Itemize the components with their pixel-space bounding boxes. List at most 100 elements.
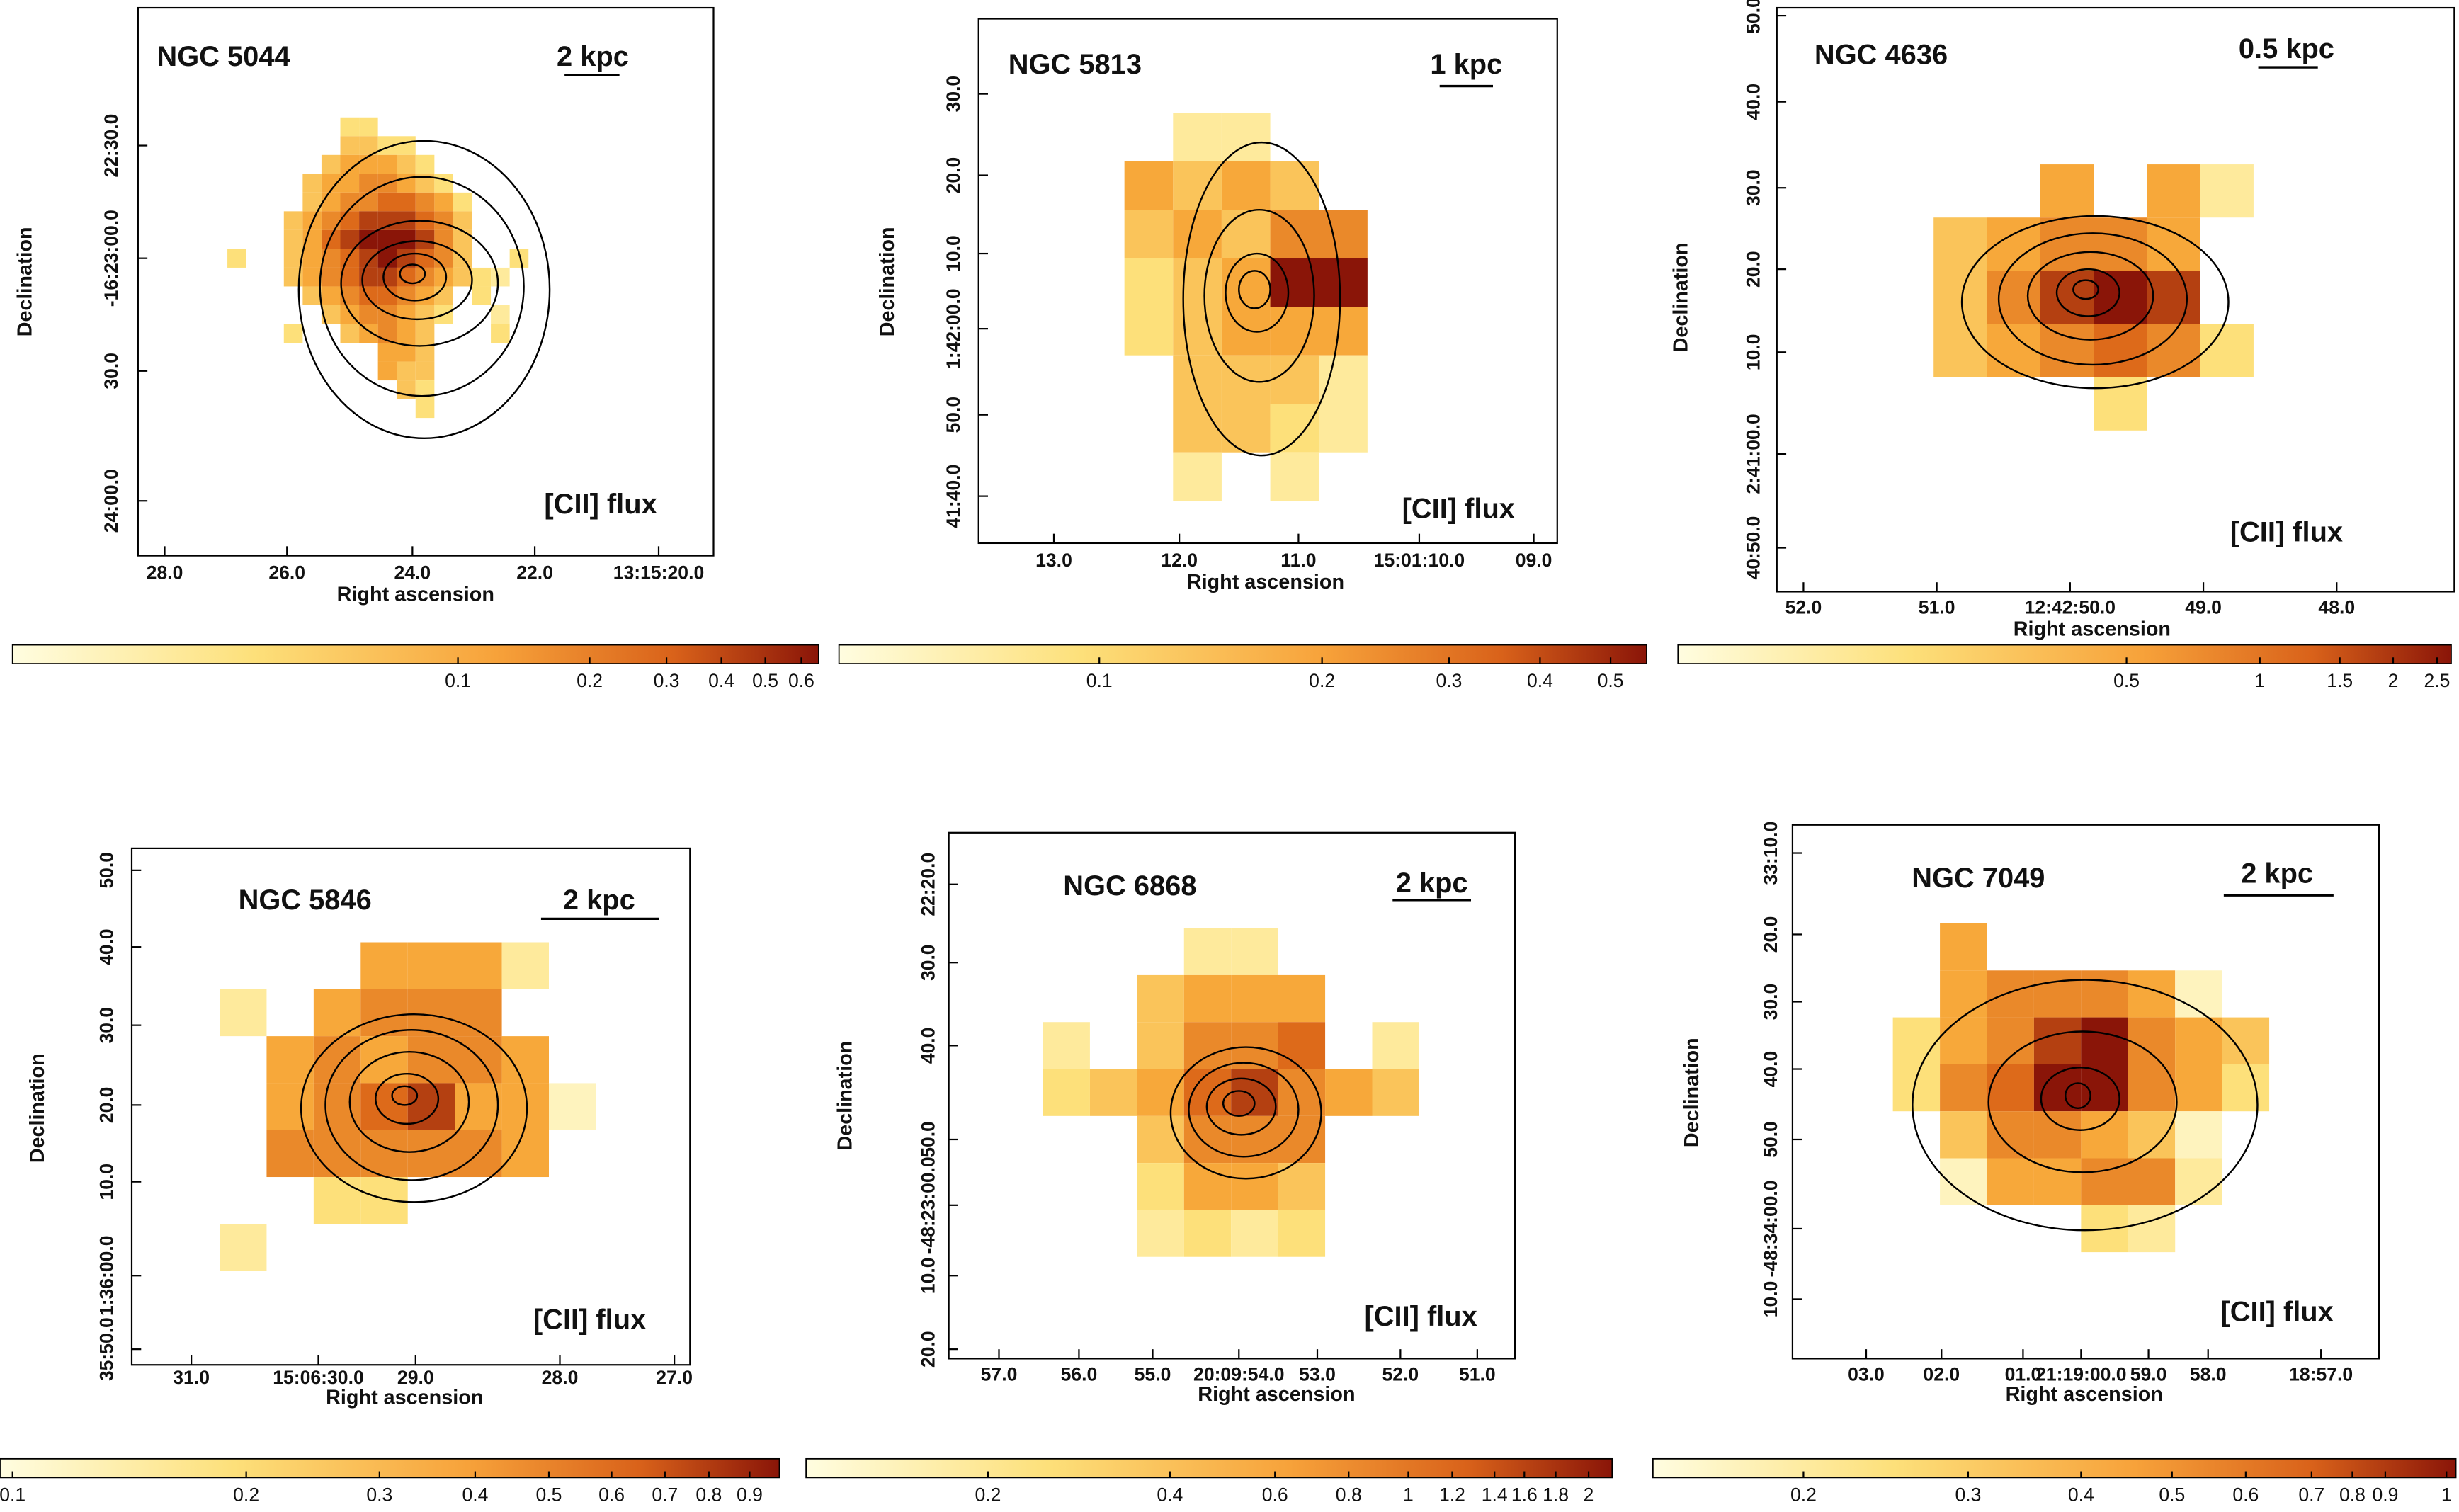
colorbar: [11, 644, 819, 664]
map-label: [CII] flux: [2220, 1296, 2333, 1327]
pixel: [1231, 1022, 1278, 1069]
pixel: [360, 989, 408, 1037]
y-axis-label: Declination: [13, 227, 36, 336]
y-tick-label: 35:50.0: [96, 1317, 117, 1381]
pixel: [455, 989, 502, 1037]
colorbar-label: 0.8: [1336, 1484, 1362, 1506]
pixel: [434, 267, 453, 287]
y-tick-label: 40.0: [918, 1028, 939, 1064]
pixel: [1278, 1210, 1326, 1257]
pixel: [1372, 1069, 1419, 1116]
colorbar-label: 0.5: [2159, 1484, 2185, 1506]
frame: [130, 847, 691, 1366]
pixel: [1183, 1022, 1232, 1069]
contour: [2055, 268, 2120, 317]
x-tick-label: 51.0: [1919, 596, 1955, 618]
pixel: [2033, 1111, 2082, 1159]
colorbar-label: 0.3: [1436, 670, 1463, 691]
x-tick-label: 49.0: [2185, 596, 2222, 618]
pixel: [491, 305, 510, 324]
y-tick-label: 10.0: [1742, 334, 1764, 370]
colorbar-label: 0.8: [2339, 1484, 2366, 1506]
frame: [948, 831, 1516, 1360]
pixel: [1043, 1069, 1090, 1116]
contour: [324, 1029, 499, 1181]
y-tick-label: 10.0: [1760, 1281, 1781, 1318]
pixel: [2094, 271, 2147, 324]
x-tick-label: 56.0: [1061, 1363, 1098, 1385]
pixel: [2175, 1064, 2222, 1112]
pixel: [1124, 210, 1174, 258]
pixel: [1940, 1064, 1987, 1112]
pixel: [377, 305, 397, 324]
pixel: [359, 136, 378, 155]
pixel: [453, 267, 472, 287]
colorbar-label: 0.2: [1790, 1484, 1817, 1506]
pixel: [359, 305, 378, 324]
pixel: [434, 211, 453, 230]
contour: [1182, 141, 1341, 457]
pixel: [1892, 1064, 1941, 1112]
pixel: [397, 324, 416, 343]
pixel: [434, 286, 453, 305]
x-tick-label: 28.0: [147, 562, 183, 584]
colorbar-label: 0.5: [2113, 670, 2140, 691]
colorbar-label: 1.6: [1511, 1484, 1538, 1506]
pixel: [549, 1083, 596, 1130]
colorbar-label: 0.4: [1157, 1484, 1183, 1506]
pixel: [397, 136, 416, 155]
x-axis-label: Right ascension: [337, 584, 494, 606]
galaxy-name: NGC 5813: [1009, 49, 1142, 80]
flux-map: [1124, 113, 1368, 501]
pixel: [359, 192, 378, 212]
x-tick-label: 55.0: [1135, 1363, 1171, 1385]
panel: 31.0 15:06:30.0 29.0 28.0 27.0 50.0 40.0 30.0 20…: [0, 847, 780, 1506]
pixel: [340, 324, 360, 343]
pixel: [407, 989, 455, 1037]
pixel: [359, 117, 378, 137]
pixel: [2033, 1017, 2082, 1064]
pixel: [313, 1083, 361, 1130]
pixel: [302, 249, 322, 268]
pixel: [1231, 1163, 1278, 1210]
colorbar-label: 0.5: [536, 1484, 562, 1506]
pixel: [1231, 1210, 1278, 1257]
y-tick-label: 30.0: [96, 1007, 117, 1044]
scale-label: 2 kpc: [2241, 858, 2313, 889]
panel: 13.0 12.0 11.0 15:01:10.0 09.0 30.0 20.0 10.0 1:…: [838, 18, 1647, 691]
pixel: [1987, 324, 2040, 377]
pixel: [302, 286, 322, 305]
pixel: [2040, 164, 2094, 218]
y-axis-label: Declination: [1681, 1038, 1703, 1147]
pixel: [359, 286, 378, 305]
pixel: [220, 1224, 267, 1271]
pixel: [302, 174, 322, 193]
x-tick-label: 59.0: [2130, 1363, 2167, 1385]
pixel: [360, 1177, 408, 1224]
pixel: [2222, 1064, 2270, 1112]
galaxy-name: NGC 7049: [1912, 863, 2045, 894]
pixel: [1278, 1022, 1326, 1069]
pixel: [2128, 1111, 2176, 1159]
colorbar-label: 0.5: [752, 670, 778, 691]
x-tick-label: 02.0: [1923, 1363, 1960, 1385]
pixel: [1940, 1111, 1987, 1159]
x-tick-label: 53.0: [1299, 1363, 1336, 1385]
colorbar-label: 0.6: [1262, 1484, 1288, 1506]
pixel: [1089, 1069, 1137, 1116]
panel: 52.0 51.0 12:42:50.0 49.0 48.050.040.030.020…: [1670, 0, 2455, 691]
pixel: [1270, 210, 1319, 258]
colorbar-label: 0.9: [2372, 1484, 2398, 1506]
y-tick-label: 40.0: [1760, 1051, 1781, 1088]
pixel: [472, 267, 492, 287]
pixel: [397, 154, 416, 174]
y-tick-label: 10.0: [96, 1164, 117, 1200]
y-tick-label: 1:36:00.0: [96, 1236, 117, 1316]
pixel: [1987, 1064, 2034, 1112]
pixel: [340, 211, 360, 230]
y-tick-label: 40.0: [1742, 84, 1764, 120]
x-tick-label: 03.0: [1848, 1363, 1885, 1385]
colorbar-label: 0.1: [445, 670, 471, 691]
map-label: [CII] flux: [533, 1304, 646, 1335]
y-tick-label: 10.0: [943, 235, 964, 272]
